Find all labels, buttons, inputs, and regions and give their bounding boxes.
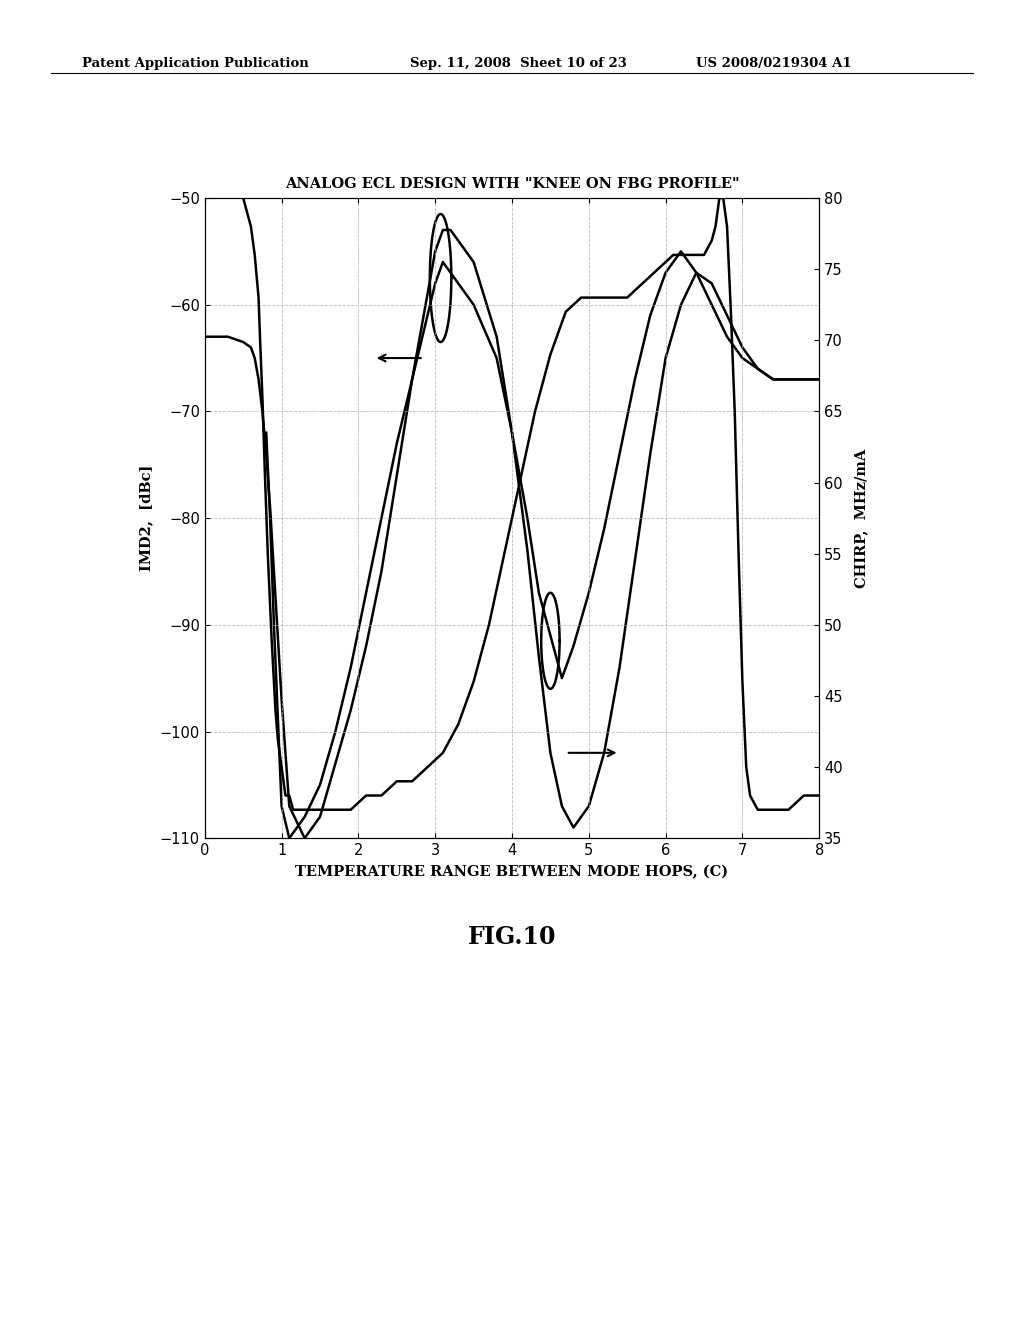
Title: ANALOG ECL DESIGN WITH "KNEE ON FBG PROFILE": ANALOG ECL DESIGN WITH "KNEE ON FBG PROF… [285, 177, 739, 191]
Text: Sep. 11, 2008  Sheet 10 of 23: Sep. 11, 2008 Sheet 10 of 23 [410, 57, 627, 70]
X-axis label: TEMPERATURE RANGE BETWEEN MODE HOPS, (C): TEMPERATURE RANGE BETWEEN MODE HOPS, (C) [296, 865, 728, 879]
Text: Patent Application Publication: Patent Application Publication [82, 57, 308, 70]
Text: FIG.10: FIG.10 [468, 925, 556, 949]
Y-axis label: IMD2,  [dBc]: IMD2, [dBc] [138, 465, 153, 572]
Text: US 2008/0219304 A1: US 2008/0219304 A1 [696, 57, 852, 70]
Y-axis label: CHIRP,  MHz/mA: CHIRP, MHz/mA [854, 449, 868, 587]
